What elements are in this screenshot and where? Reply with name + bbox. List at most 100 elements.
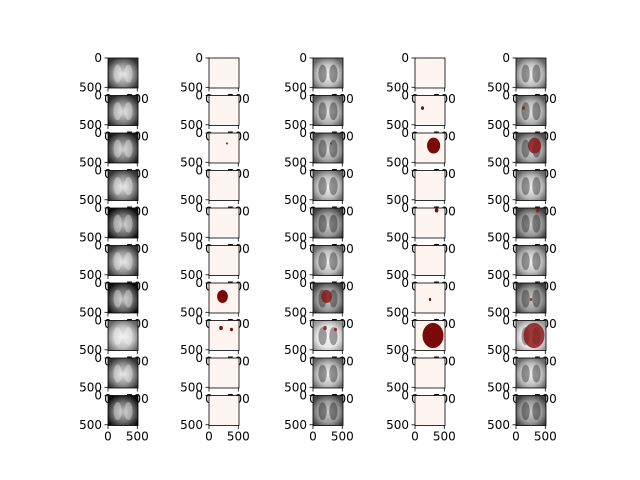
axes-frame [515, 282, 547, 314]
y-tick-label: 0 [502, 164, 510, 178]
lung-shadow [113, 402, 122, 421]
axes-frame [107, 245, 139, 276]
axes-frame [208, 207, 240, 239]
y-tick-label: 500 [180, 418, 203, 432]
lung-shadow [329, 402, 338, 421]
axes-frame [414, 207, 446, 239]
axes-frame [312, 357, 344, 389]
x-tick-label: 500 [433, 430, 456, 444]
y-tick-label: 0 [299, 201, 307, 215]
x-tick-label: 500 [227, 430, 250, 444]
y-tick-label: 0 [195, 89, 203, 103]
y-tick-label: 0 [195, 389, 203, 403]
y-tick-label: 0 [401, 89, 409, 103]
lung-shadow [124, 139, 133, 158]
lung-shadow [329, 177, 338, 196]
overlay-panel [313, 95, 343, 126]
axes-frame [208, 132, 240, 164]
y-tick-label: 500 [487, 380, 510, 394]
axes-frame [107, 170, 139, 201]
axes-frame [312, 395, 344, 426]
lung-shadow [113, 139, 122, 158]
lesion-mask [421, 106, 424, 110]
y-tick-label: 0 [401, 51, 409, 65]
lesion-overlay [523, 322, 545, 349]
lung-shadow [113, 327, 122, 346]
y-tick-label: 500 [386, 193, 409, 207]
y-tick-label: 0 [502, 389, 510, 403]
axes-frame [107, 132, 139, 164]
y-tick-label: 500 [79, 343, 102, 357]
mask-panel [209, 395, 239, 426]
y-tick-label: 0 [299, 51, 307, 65]
y-tick-label: 500 [284, 80, 307, 94]
lung-shadow [124, 402, 133, 421]
x-tick-label: 500 [126, 430, 149, 444]
y-tick-label: 500 [79, 193, 102, 207]
lung-shadow [318, 64, 327, 83]
y-tick-label: 500 [180, 305, 203, 319]
axes-frame [208, 320, 240, 351]
y-tick-label: 500 [79, 268, 102, 282]
y-tick-label: 500 [386, 343, 409, 357]
y-tick-label: 500 [284, 193, 307, 207]
y-tick-label: 0 [401, 389, 409, 403]
lung-shadow [329, 327, 338, 346]
axes-frame [515, 395, 547, 426]
lung-shadow [318, 252, 327, 271]
y-tick-label: 500 [284, 305, 307, 319]
y-tick-label: 500 [386, 380, 409, 394]
lung-shadow [318, 214, 327, 233]
y-tick-label: 0 [502, 89, 510, 103]
y-tick-label: 500 [79, 230, 102, 244]
y-tick-label: 0 [401, 164, 409, 178]
y-tick-label: 0 [299, 164, 307, 178]
y-tick-label: 500 [386, 230, 409, 244]
y-tick-label: 500 [487, 343, 510, 357]
axes-frame [312, 282, 344, 314]
y-tick-label: 0 [401, 351, 409, 365]
y-tick-label: 500 [487, 230, 510, 244]
y-tick-label: 0 [195, 164, 203, 178]
y-tick-label: 0 [502, 239, 510, 253]
x-tick-label: 0 [512, 430, 520, 444]
axes-frame [515, 170, 547, 201]
mask-panel [415, 395, 445, 426]
lung-shadow [532, 289, 541, 308]
y-tick-label: 500 [487, 155, 510, 169]
image-panel [108, 95, 138, 126]
overlay-panel [313, 208, 343, 238]
y-tick-label: 0 [299, 314, 307, 328]
image-panel [108, 245, 138, 276]
y-tick-label: 0 [401, 314, 409, 328]
axes-frame [515, 357, 547, 389]
axes-frame [414, 357, 446, 389]
y-tick-label: 500 [180, 343, 203, 357]
lesion-overlay [323, 325, 327, 331]
axes-frame [414, 57, 446, 89]
y-tick-label: 0 [502, 201, 510, 215]
axes-frame [107, 395, 139, 426]
lung-shadow [124, 252, 133, 271]
y-tick-label: 0 [401, 276, 409, 290]
lung-shadow [532, 214, 541, 233]
y-tick-label: 0 [94, 201, 102, 215]
lung-shadow [124, 214, 133, 233]
x-tick-label: 500 [534, 430, 557, 444]
y-tick-label: 500 [180, 118, 203, 132]
lung-shadow [124, 289, 133, 308]
mask-panel [209, 320, 239, 351]
mask-panel [209, 95, 239, 126]
y-tick-label: 500 [79, 118, 102, 132]
lung-shadow [124, 64, 133, 83]
lung-shadow [318, 177, 327, 196]
lesion-mask [434, 208, 439, 213]
axes-frame [312, 320, 344, 351]
overlay-panel [516, 245, 546, 276]
lung-shadow [329, 364, 338, 383]
mask-panel [209, 358, 239, 388]
lung-shadow [521, 252, 530, 271]
y-tick-label: 500 [284, 155, 307, 169]
lesion-overlay [334, 327, 337, 332]
axes-frame [208, 282, 240, 314]
